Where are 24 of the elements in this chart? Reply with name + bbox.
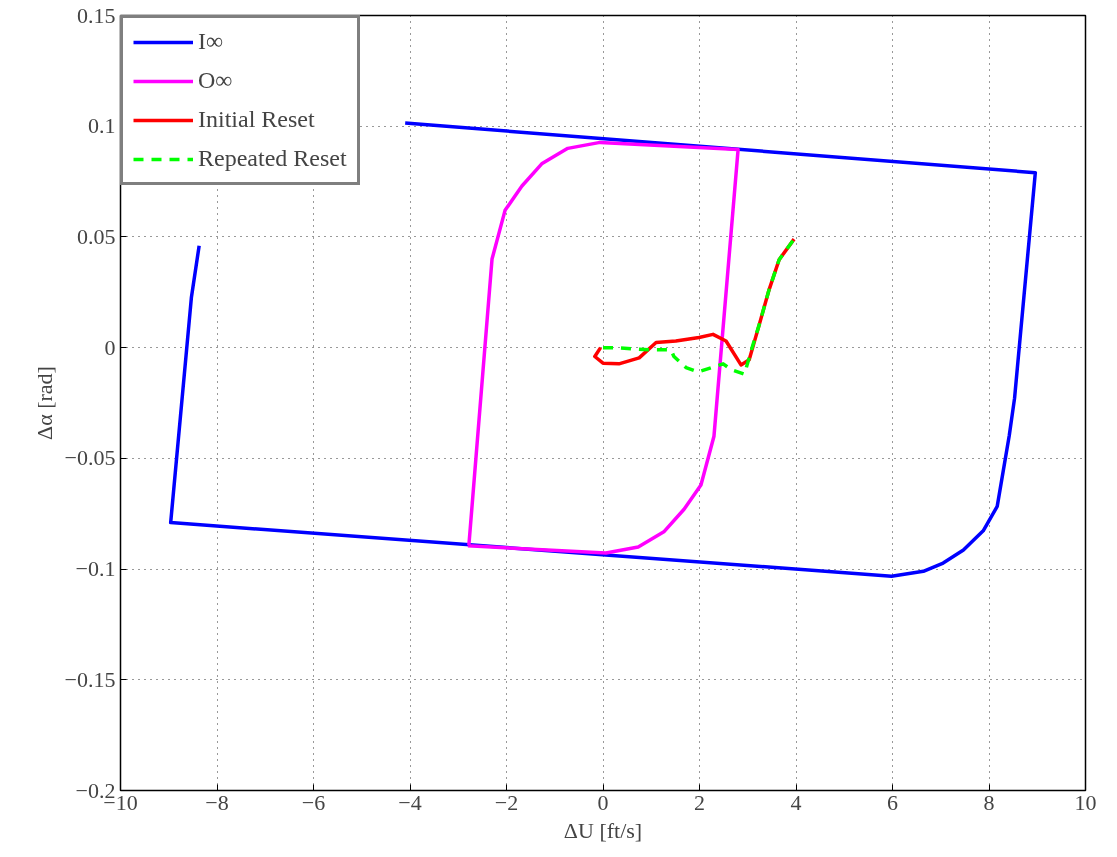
- y-axis-title: Δα [rad]: [31, 366, 57, 440]
- legend-label: O∞: [198, 67, 233, 94]
- x-tick-label: −2: [494, 789, 519, 815]
- x-tick-label: 6: [887, 789, 898, 815]
- x-axis-title: ΔU [ft/s]: [563, 817, 643, 843]
- y-tick-label: −0.1: [75, 556, 116, 582]
- x-tick-label: 4: [790, 789, 802, 815]
- x-tick-label: 8: [983, 789, 995, 815]
- x-tick-label: −6: [301, 789, 326, 815]
- y-tick-label: −0.05: [64, 445, 116, 471]
- line-series: [466, 140, 740, 555]
- x-tick-label: −8: [205, 789, 229, 815]
- legend-label: Initial Reset: [198, 106, 315, 133]
- legend-label: I∞: [198, 28, 224, 55]
- y-tick-label: −0.15: [64, 666, 116, 692]
- legend-label: Repeated Reset: [198, 145, 347, 172]
- x-tick-label: 2: [694, 789, 705, 815]
- y-tick-label: 0: [104, 334, 116, 360]
- x-tick-label: 10: [1074, 789, 1097, 815]
- y-tick-label: 0.15: [77, 2, 116, 28]
- y-tick-label: 0.1: [88, 113, 116, 139]
- y-tick-label: 0.05: [77, 223, 116, 249]
- x-tick-label: 0: [597, 789, 609, 815]
- x-tick-label: −4: [398, 789, 422, 815]
